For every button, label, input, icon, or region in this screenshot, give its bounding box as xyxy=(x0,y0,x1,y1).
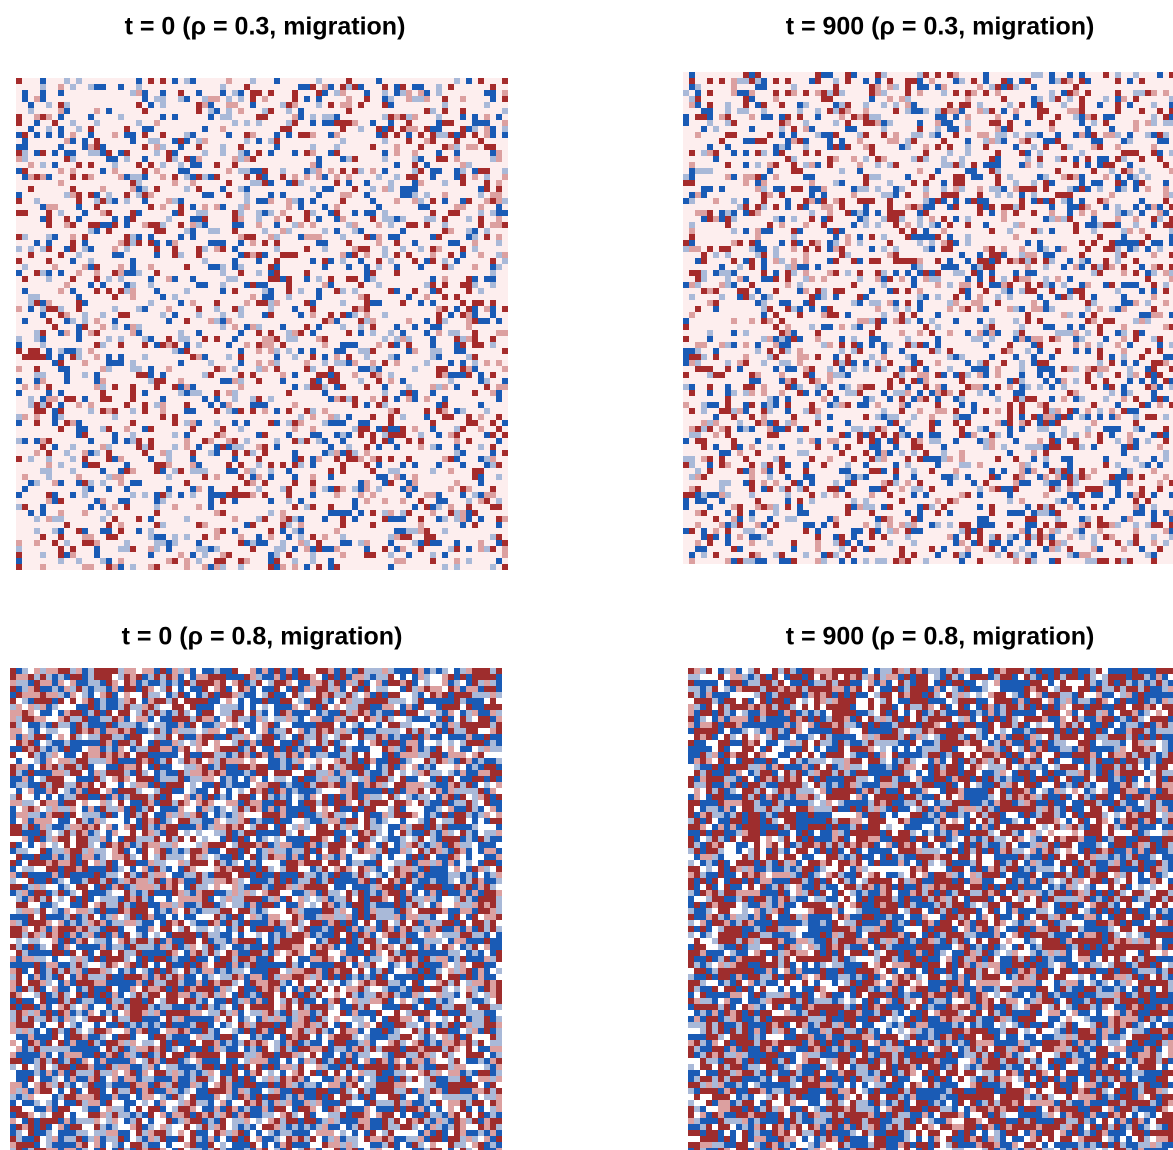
panel-title: t = 0 (ρ = 0.3, migration) xyxy=(125,13,406,41)
lattice-cells xyxy=(10,668,502,1150)
lattice-cells xyxy=(16,78,508,570)
lattice-cells xyxy=(16,78,508,570)
lattice-cells xyxy=(683,72,1173,564)
lattice-cells xyxy=(688,668,1173,1150)
lattice-cells xyxy=(688,668,1173,1150)
lattice-cells xyxy=(688,668,1173,1150)
panel-title: t = 900 (ρ = 0.8, migration) xyxy=(786,623,1095,651)
lattice-cells xyxy=(688,668,1173,1150)
panel-title: t = 0 (ρ = 0.8, migration) xyxy=(122,623,403,651)
panel-title: t = 900 (ρ = 0.3, migration) xyxy=(786,13,1095,41)
lattice-cells xyxy=(10,668,502,1150)
lattice-cells xyxy=(16,78,508,570)
lattice-cells xyxy=(10,668,502,1150)
